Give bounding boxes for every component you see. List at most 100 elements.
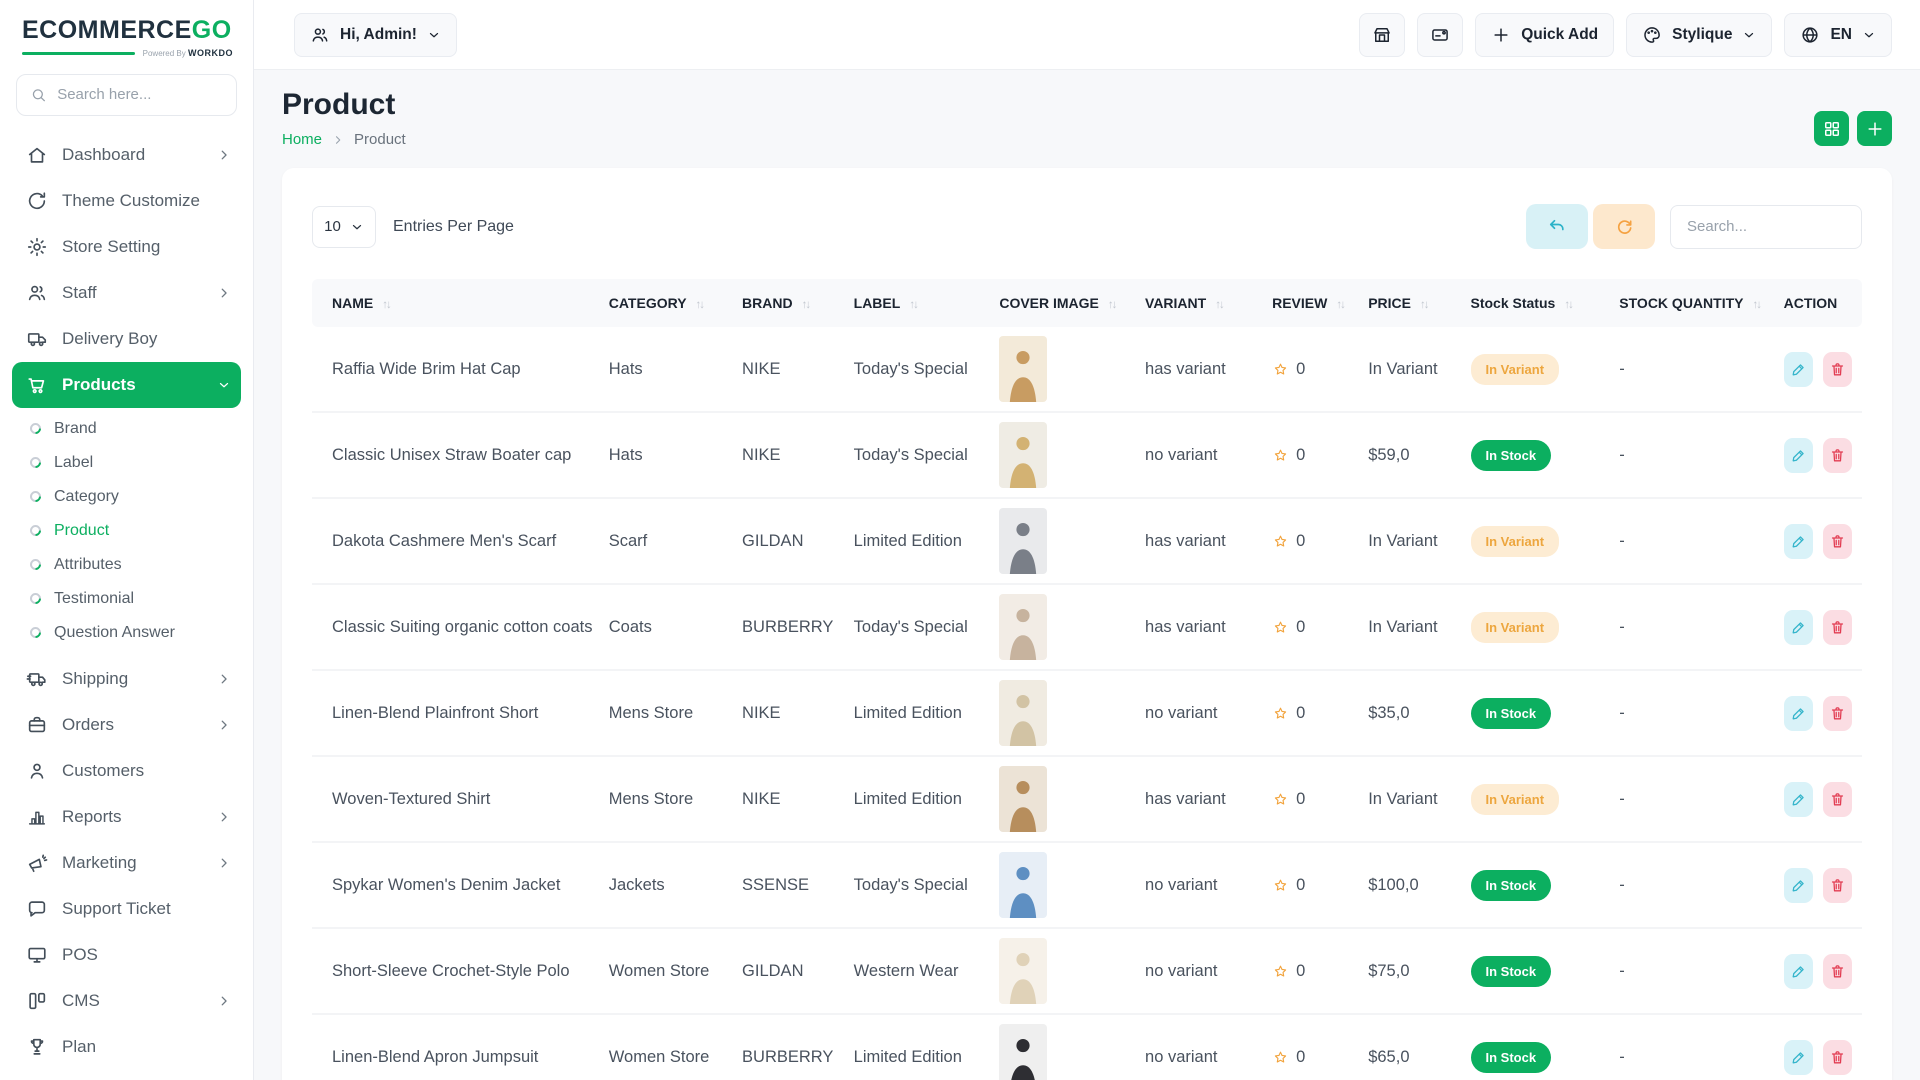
edit-button[interactable]	[1783, 867, 1813, 903]
sidebar-search[interactable]	[16, 74, 237, 116]
pos-card-button[interactable]	[1417, 12, 1464, 57]
product-cover-image	[999, 1024, 1048, 1080]
delete-button[interactable]	[1822, 953, 1852, 989]
delete-button[interactable]	[1822, 609, 1852, 645]
stock-status-badge: In Stock	[1470, 697, 1552, 729]
delete-button[interactable]	[1822, 523, 1852, 559]
theme-stylique-button[interactable]: Stylique	[1626, 12, 1773, 57]
delete-button[interactable]	[1822, 437, 1852, 473]
sidebar-item-customers[interactable]: Customers	[12, 748, 241, 794]
topbar: Hi, Admin! Quick Add Stylique	[254, 0, 1920, 70]
sidebar: ECOMMERCEGO Powered By WORKDO Dashboard T…	[0, 0, 254, 1080]
sidebar-subitem-testimonial[interactable]: Testimonial	[12, 582, 241, 616]
language-button[interactable]: EN	[1784, 12, 1892, 57]
sidebar-item-store-setting[interactable]: Store Setting	[12, 224, 241, 270]
sidebar-item-delivery-boy[interactable]: Delivery Boy	[12, 316, 241, 362]
sidebar-item-settings[interactable]: Settings	[12, 1070, 241, 1080]
chevron-down-icon	[350, 220, 364, 234]
edit-button[interactable]	[1783, 523, 1813, 559]
edit-button[interactable]	[1783, 781, 1813, 817]
cell-action	[1773, 927, 1862, 1014]
breadcrumb-home-link[interactable]: Home	[282, 131, 323, 148]
theme-label: Stylique	[1672, 25, 1733, 43]
entries-per-page-select[interactable]: 10	[312, 205, 376, 248]
edit-button[interactable]	[1783, 695, 1813, 731]
sidebar-item-pos[interactable]: POS	[12, 932, 241, 978]
table-search-input[interactable]	[1670, 204, 1862, 249]
sidebar-item-cms[interactable]: CMS	[12, 978, 241, 1024]
edit-button[interactable]	[1783, 351, 1813, 387]
cell-review: 0	[1262, 583, 1359, 670]
cell-stock-status: In Stock	[1460, 927, 1610, 1014]
sidebar-subitem-attributes[interactable]: Attributes	[12, 548, 241, 582]
pencil-icon	[1790, 705, 1807, 722]
cell-name: Linen-Blend Apron Jumpsuit	[312, 1013, 599, 1080]
column-header-price[interactable]: PRICE ↑↓	[1358, 279, 1461, 327]
sidebar-subitem-label[interactable]: Label	[12, 446, 241, 480]
sidebar-item-orders[interactable]: Orders	[12, 702, 241, 748]
sidebar-nav: Dashboard Theme Customize Store Setting Sta…	[0, 128, 253, 1080]
edit-button[interactable]	[1783, 1039, 1813, 1075]
sidebar-item-label: Shipping	[62, 668, 129, 688]
stock-status-badge: In Variant	[1470, 783, 1560, 815]
sidebar-subitem-category[interactable]: Category	[12, 480, 241, 514]
column-header-stock-quantity[interactable]: STOCK QUANTITY ↑↓	[1609, 279, 1774, 327]
edit-button[interactable]	[1783, 437, 1813, 473]
globe-icon	[1800, 25, 1820, 45]
sidebar-subitem-brand[interactable]: Brand	[12, 412, 241, 446]
sidebar-item-shipping[interactable]: Shipping	[12, 656, 241, 702]
brand-logo[interactable]: ECOMMERCEGO Powered By WORKDO	[0, 0, 253, 62]
review-count: 0	[1296, 359, 1306, 378]
cell-stock-status: In Variant	[1460, 755, 1610, 842]
table-row: Linen-Blend Plainfront Short Mens Store NI…	[312, 669, 1862, 756]
column-header-label[interactable]: LABEL ↑↓	[843, 279, 990, 327]
sidebar-subitem-question-answer[interactable]: Question Answer	[12, 616, 241, 650]
column-header-cover-image[interactable]: COVER IMAGE ↑↓	[989, 279, 1136, 327]
delete-button[interactable]	[1822, 695, 1852, 731]
bullet-icon	[27, 556, 44, 573]
sidebar-subitem-product[interactable]: Product	[12, 514, 241, 548]
star-icon	[1272, 361, 1289, 378]
column-header-brand[interactable]: BRAND ↑↓	[732, 279, 844, 327]
sidebar-item-marketing[interactable]: Marketing	[12, 840, 241, 886]
sidebar-item-theme-customize[interactable]: Theme Customize	[12, 178, 241, 224]
delete-button[interactable]	[1822, 781, 1852, 817]
sidebar-item-staff[interactable]: Staff	[12, 270, 241, 316]
delete-button[interactable]	[1822, 1039, 1852, 1075]
delete-button[interactable]	[1822, 351, 1852, 387]
table-row: Classic Unisex Straw Boater cap Hats NIKE T…	[312, 411, 1862, 498]
cell-action	[1773, 583, 1862, 670]
cell-brand: GILDAN	[732, 497, 844, 584]
cell-category: Hats	[608, 359, 643, 378]
undo-button[interactable]	[1526, 204, 1588, 249]
cell-action	[1773, 669, 1862, 756]
column-header-stock-status[interactable]: Stock Status ↑↓	[1460, 279, 1610, 327]
column-header-review[interactable]: REVIEW ↑↓	[1262, 279, 1359, 327]
cell-price: $100,0	[1358, 841, 1461, 928]
sidebar-item-products[interactable]: Products	[12, 361, 241, 408]
shipping-truck-icon	[26, 668, 48, 690]
edit-button[interactable]	[1783, 953, 1813, 989]
pencil-icon	[1790, 361, 1807, 378]
grid-view-button[interactable]	[1814, 111, 1849, 146]
cell-label: Limited Edition	[843, 497, 990, 584]
sidebar-item-dashboard[interactable]: Dashboard	[12, 132, 241, 178]
pencil-icon	[1790, 533, 1807, 550]
column-header-category[interactable]: CATEGORY ↑↓	[598, 279, 733, 327]
column-header-name[interactable]: NAME ↑↓	[312, 279, 599, 327]
edit-button[interactable]	[1783, 609, 1813, 645]
refresh-button[interactable]	[1593, 204, 1655, 249]
stock-status-badge: In Variant	[1470, 353, 1560, 385]
delete-button[interactable]	[1822, 867, 1852, 903]
sidebar-item-plan[interactable]: Plan	[12, 1024, 241, 1070]
cell-review: 0	[1262, 927, 1359, 1014]
sidebar-item-support-ticket[interactable]: Support Ticket	[12, 886, 241, 932]
sidebar-search-input[interactable]	[57, 86, 223, 104]
column-header-label: NAME	[332, 295, 374, 311]
storefront-button[interactable]	[1359, 12, 1406, 57]
user-menu-button[interactable]: Hi, Admin!	[294, 12, 457, 57]
column-header-variant[interactable]: VARIANT ↑↓	[1135, 279, 1263, 327]
add-product-button[interactable]	[1857, 111, 1892, 146]
quick-add-button[interactable]: Quick Add	[1475, 12, 1615, 57]
sidebar-item-reports[interactable]: Reports	[12, 794, 241, 840]
